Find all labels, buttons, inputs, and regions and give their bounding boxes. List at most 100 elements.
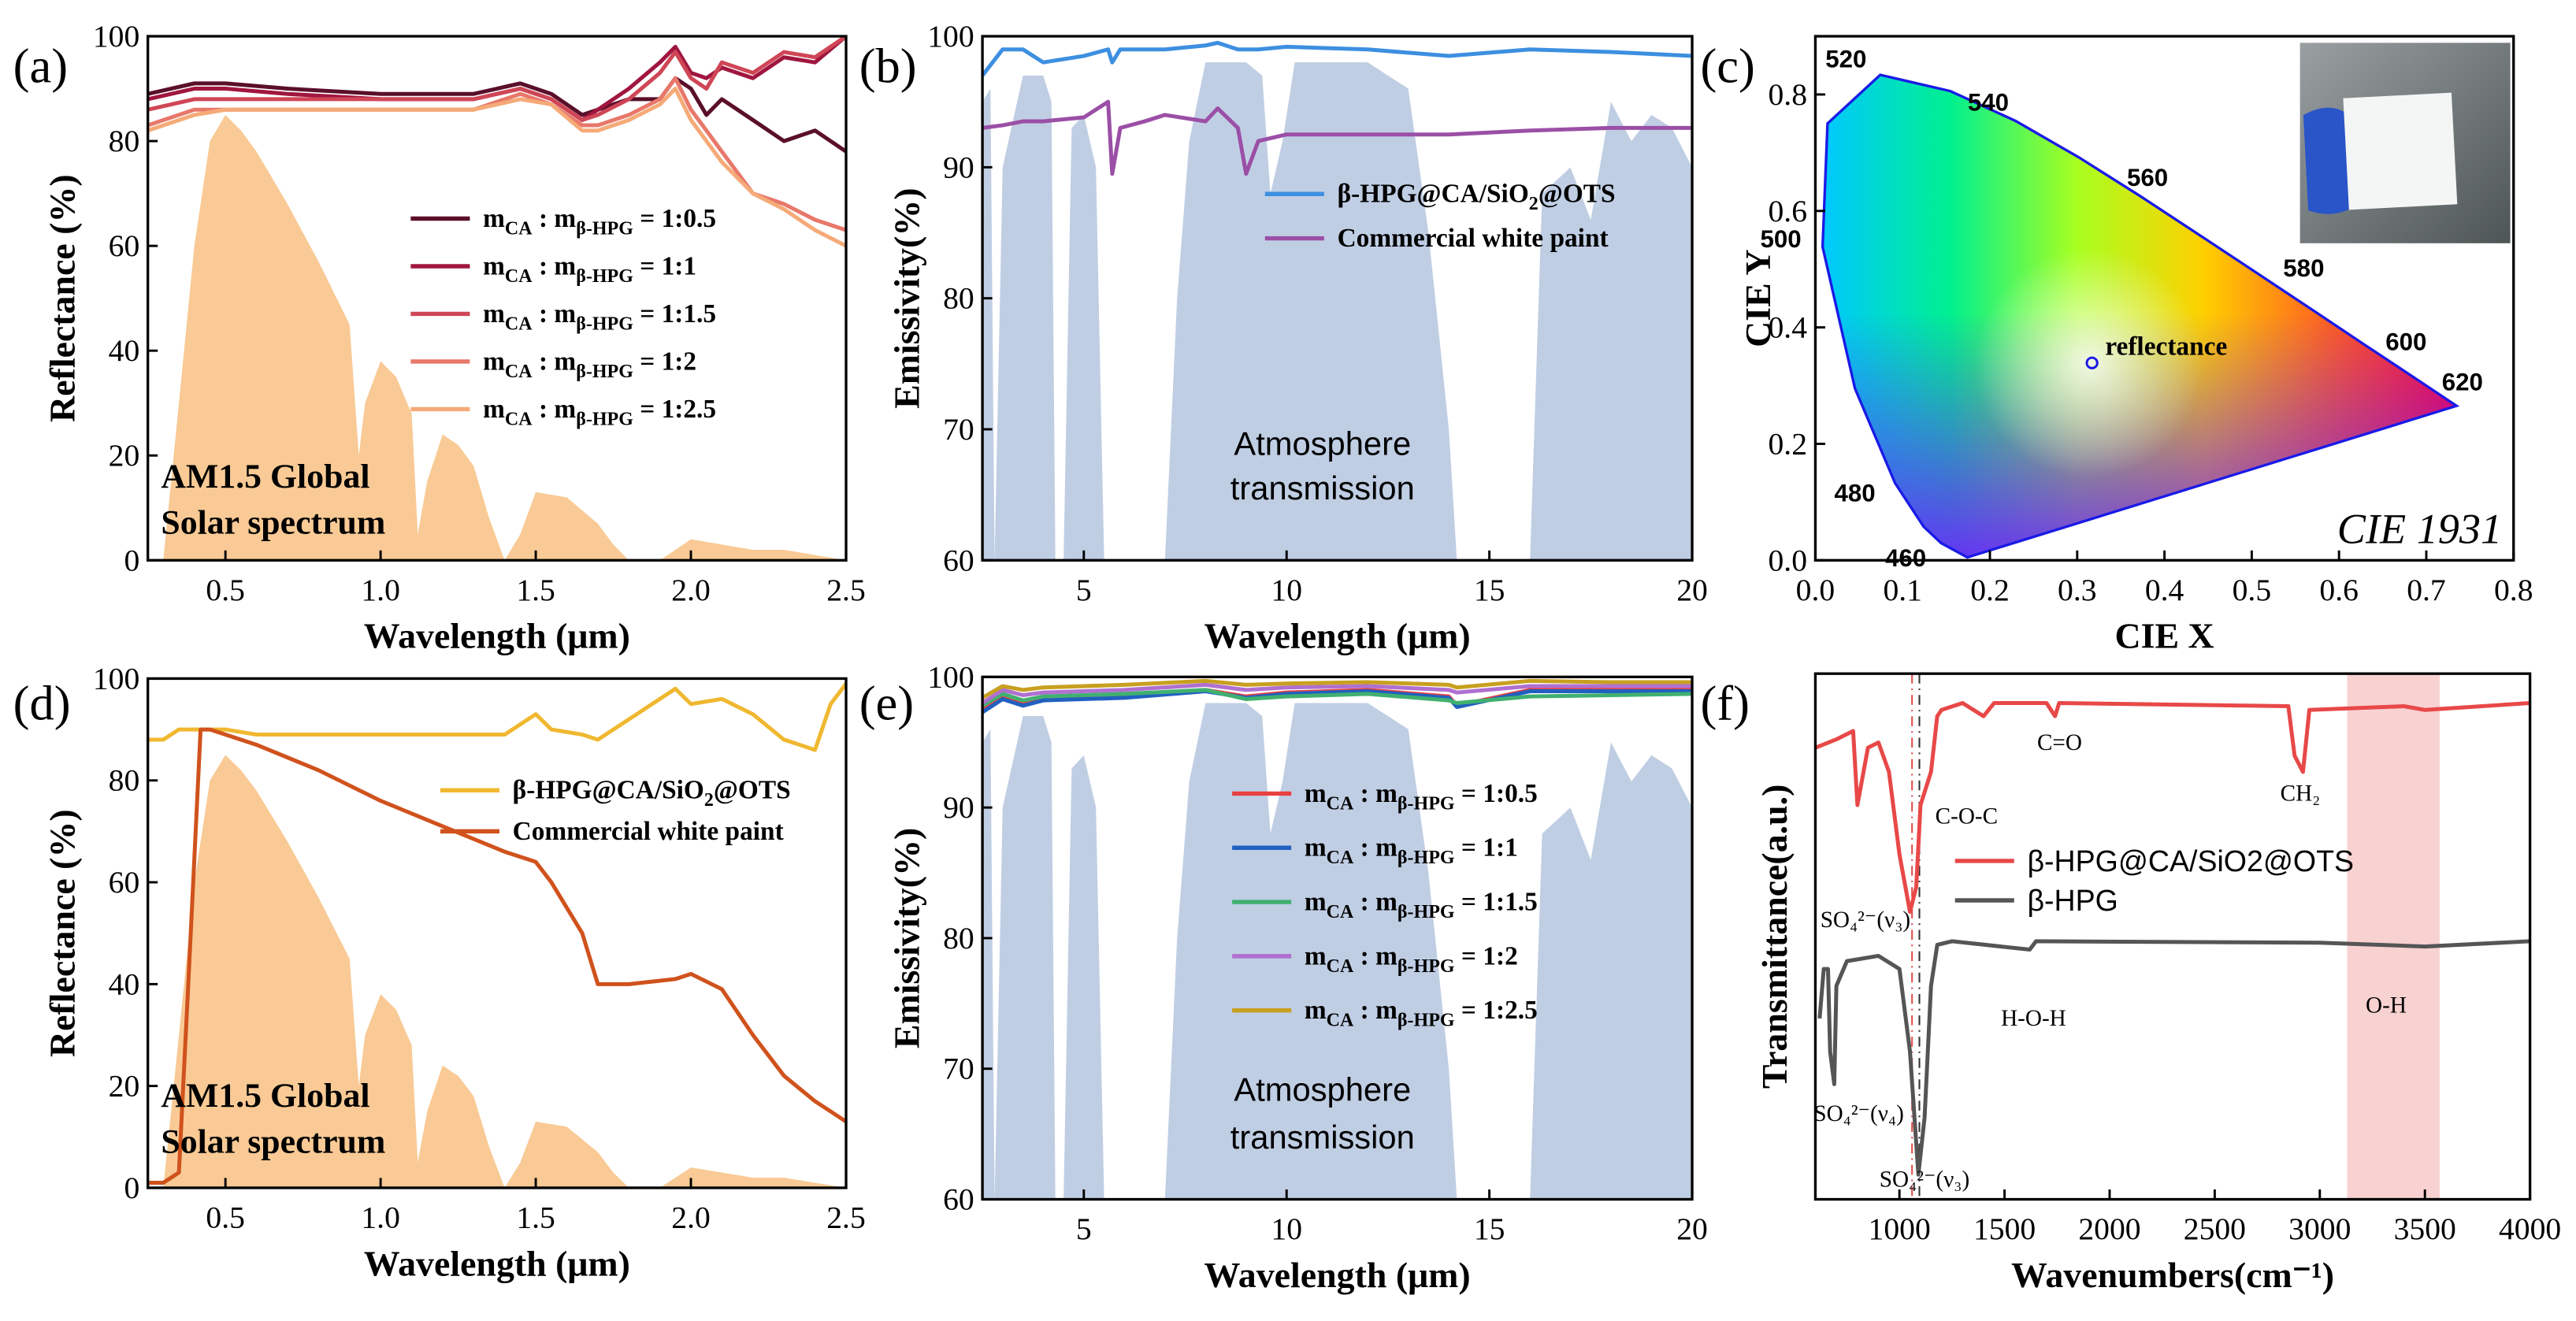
wavelength-label: 600 <box>2385 328 2426 356</box>
y-axis-label: Reflectance (%) <box>43 174 83 422</box>
x-tick-label: 4000 <box>2499 1212 2561 1246</box>
plot-area <box>982 40 1693 561</box>
y-tick-label: 0.0 <box>1768 543 1807 577</box>
x-axis-label: Wavelength (μm) <box>1204 616 1470 656</box>
y-axis-label: Reflectance (%) <box>43 809 83 1057</box>
x-tick-label: 1.5 <box>516 1200 555 1234</box>
x-tick-label: 15 <box>1474 1212 1505 1246</box>
annotation: AM1.5 Global <box>161 1077 369 1115</box>
photo-inset <box>2299 43 2511 243</box>
sample-film <box>2343 92 2458 210</box>
legend-label: Commercial white paint <box>513 817 784 846</box>
x-axis-label: Wavelength (μm) <box>1204 1255 1470 1295</box>
panel-label: (f) <box>1700 676 1750 731</box>
x-tick-label: 1500 <box>1973 1212 2036 1246</box>
fill-area <box>147 114 847 561</box>
panel: 1000 1500 2000 2500 3000 3500 4000 Wavenumbers(… <box>1700 672 2561 1295</box>
x-tick-label: 2.5 <box>826 573 866 607</box>
series-line <box>147 727 847 1185</box>
x-tick-label: 3500 <box>2394 1212 2456 1246</box>
y-tick-label: 0 <box>124 543 139 577</box>
panel-label: (a) <box>13 39 68 94</box>
annotation: transmission <box>1230 1119 1415 1156</box>
y-axis-label: Emissivity(%) <box>887 187 927 408</box>
x-tick-label: 1.0 <box>361 1200 400 1234</box>
x-tick-label: 0.0 <box>1796 573 1835 607</box>
plot-frame <box>1813 672 2532 1201</box>
series-line <box>147 36 847 122</box>
x-tick-label: 3000 <box>2288 1212 2351 1246</box>
x-tick-label: 10 <box>1271 1212 1302 1246</box>
y-tick-label: 0 <box>124 1171 139 1205</box>
annotation: CH₂ <box>2281 781 2321 806</box>
series-line <box>982 678 1693 700</box>
x-tick-label: 5 <box>1076 573 1092 607</box>
y-tick-label: 90 <box>943 790 974 825</box>
x-tick-label: 1.0 <box>361 573 400 607</box>
annotation: Solar spectrum <box>161 1123 385 1161</box>
series-line <box>147 76 847 154</box>
wavelength-label: 480 <box>1834 480 1875 507</box>
x-tick-label: 2.5 <box>826 1200 866 1234</box>
x-tick-label: 2.0 <box>671 573 711 607</box>
y-tick-label: 20 <box>109 438 140 473</box>
x-tick-label: 0.4 <box>2145 573 2184 607</box>
plot-area <box>982 678 1693 1200</box>
panel-label: (d) <box>13 676 71 731</box>
point-label: reflectance <box>2105 332 2227 361</box>
y-tick-label: 100 <box>93 19 139 54</box>
annotation: CIE 1931 <box>2337 506 2502 553</box>
x-axis-label: Wavenumbers(cm⁻¹) <box>2011 1255 2334 1295</box>
series-line <box>1815 701 2530 915</box>
panel-label: (b) <box>859 39 917 94</box>
series-line <box>982 99 1693 176</box>
x-tick-label: 0.6 <box>2319 573 2359 607</box>
y-tick-label: 70 <box>943 412 974 447</box>
series-line <box>982 682 1693 705</box>
spectral-locus <box>1821 73 2460 559</box>
series-line <box>982 40 1693 77</box>
plot-frame <box>147 677 848 1189</box>
annotation: Atmosphere <box>1234 425 1411 462</box>
plot-area <box>147 36 847 561</box>
series-line <box>1817 939 2530 1177</box>
fill-area <box>982 703 1693 1200</box>
y-tick-label: 60 <box>109 228 140 263</box>
legend-label: Commercial white paint <box>1338 224 1609 253</box>
legend-label: β-HPG@CA/SiO2@OTS <box>513 776 791 811</box>
legend-label: β-HPG@CA/SiO2@OTS <box>2027 844 2354 878</box>
x-tick-label: 15 <box>1474 573 1505 607</box>
y-tick-label: 70 <box>943 1052 974 1086</box>
wavelength-label: 620 <box>2442 368 2483 395</box>
annotation: SO₄²⁻(ν₄) <box>1813 1101 1903 1126</box>
wavelength-label: 520 <box>1825 45 1866 72</box>
series-line <box>147 36 847 122</box>
y-tick-label: 40 <box>109 333 140 368</box>
x-tick-label: 2500 <box>2184 1212 2246 1246</box>
x-tick-label: 2.0 <box>671 1200 711 1234</box>
series-line <box>147 87 847 248</box>
x-tick-label: 0.2 <box>1970 573 2010 607</box>
annotation: C-O-C <box>1936 804 1998 829</box>
y-tick-label: 80 <box>109 763 140 798</box>
y-axis-label: Transmittance(a.u.) <box>1754 785 1795 1089</box>
x-tick-label: 0.8 <box>2494 573 2533 607</box>
y-tick-label: 80 <box>109 124 140 158</box>
y-tick-label: 60 <box>943 543 974 577</box>
y-tick-label: 0.4 <box>1768 310 1807 345</box>
x-tick-label: 0.5 <box>2233 573 2272 607</box>
wavelength-label: 560 <box>2127 164 2168 191</box>
x-axis-label: Wavelength (μm) <box>364 1243 630 1283</box>
annotation: SO₄²⁻(ν₃) <box>1880 1167 1969 1193</box>
legend-label: mCA : mβ-HPG = 1:2.5 <box>483 395 716 429</box>
color-point <box>2085 356 2099 369</box>
legend-label: β-HPG <box>2027 884 2118 917</box>
x-tick-label: 0.1 <box>1883 573 1922 607</box>
wavelength-label: 500 <box>1761 225 1802 253</box>
y-axis-label: CIE Y <box>1738 249 1778 347</box>
legend-label: mCA : mβ-HPG = 1:1.5 <box>483 299 716 335</box>
annotation: SO₄²⁻(ν₃) <box>1821 907 1910 933</box>
highlight-band <box>2347 673 2440 1200</box>
y-tick-label: 100 <box>93 661 139 696</box>
panel: 5 10 15 20 60 70 80 90 100 Wavelength (μm) Emissiv… <box>859 19 1708 656</box>
